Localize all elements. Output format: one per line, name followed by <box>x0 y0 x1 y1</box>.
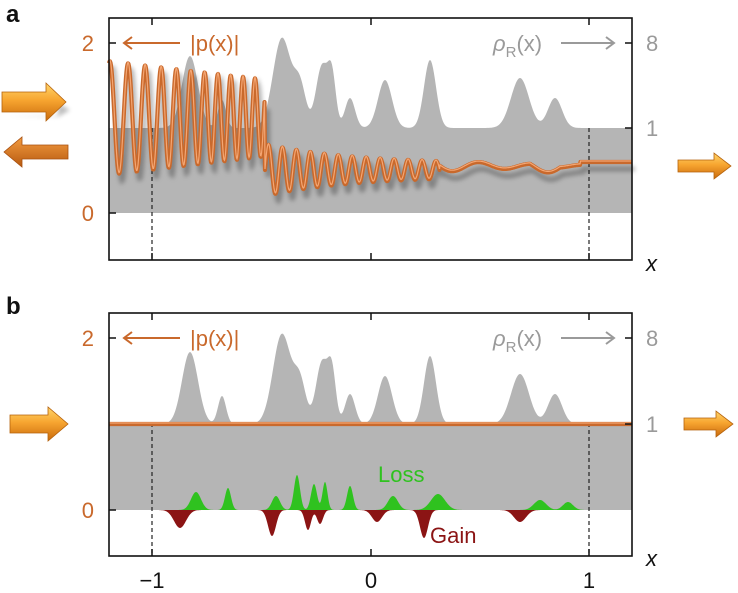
panel-b-x-axis-label: x <box>645 546 658 571</box>
panel-b-right-tick-8: 8 <box>646 326 658 351</box>
panel-a-reflected-arrow-icon <box>3 136 69 168</box>
panel-a-wave-highlight <box>108 59 632 194</box>
panel-b-gain-profile <box>109 510 632 538</box>
panel-a-p-label: |p(x)| <box>190 31 239 56</box>
panel-b-ticks <box>109 313 632 556</box>
panel-a-right-tick-8: 8 <box>646 31 658 56</box>
panel-b-loss-label: Loss <box>378 462 424 487</box>
panel-b: b 2 0 8 1 x <box>6 293 734 571</box>
panel-b-p-arrow-icon <box>122 331 180 345</box>
panel-b-left-tick-2: 2 <box>82 326 94 351</box>
panel-b-rho-label: ρR(x) <box>492 326 542 356</box>
x-tick-label-0: 0 <box>365 568 377 593</box>
panel-b-p-label: |p(x)| <box>190 326 239 351</box>
panel-a: a 2 0 8 1 x <box>1 1 732 276</box>
panel-a-ticks <box>109 18 632 260</box>
panel-b-transmitted-arrow-icon <box>683 410 734 438</box>
x-tick-label-1: 1 <box>583 568 595 593</box>
panel-b-rho-arrow-icon <box>561 331 616 345</box>
panel-a-x-axis-label: x <box>645 251 658 276</box>
x-tick-label-minus-1: −1 <box>139 568 164 593</box>
panel-b-gain-label: Gain <box>430 523 476 548</box>
panel-a-letter: a <box>6 1 20 28</box>
panel-a-transmitted-arrow-icon <box>677 152 732 180</box>
panel-a-left-tick-2: 2 <box>82 31 94 56</box>
panel-a-incident-arrow-icon <box>1 82 70 122</box>
panel-b-incident-arrow-icon <box>9 406 69 442</box>
panel-a-left-tick-0: 0 <box>82 201 94 226</box>
panel-b-right-tick-1: 1 <box>646 412 658 437</box>
panel-b-letter: b <box>6 293 21 320</box>
panel-a-right-tick-1: 1 <box>646 116 658 141</box>
panel-b-left-tick-0: 0 <box>82 498 94 523</box>
panel-a-rho-arrow-icon <box>561 36 616 50</box>
panel-b-density-profile <box>109 333 632 510</box>
panel-a-rho-label: ρR(x) <box>492 31 542 61</box>
panel-a-p-arrow-icon <box>122 36 180 50</box>
